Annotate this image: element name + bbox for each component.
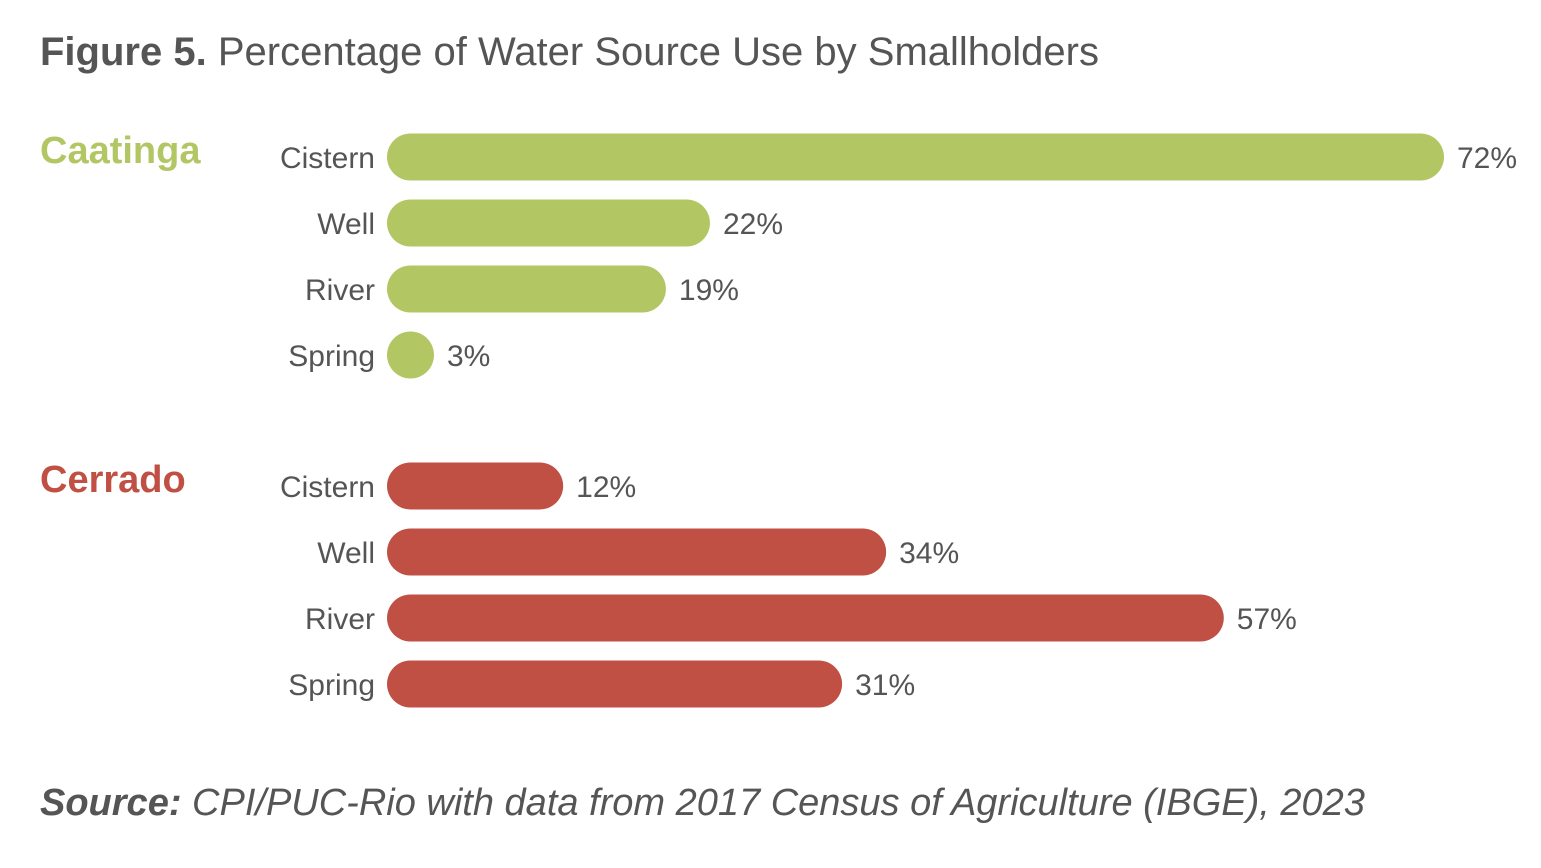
- category-label-cerrado-well: Well: [317, 537, 375, 570]
- category-label-caatinga-spring: Spring: [288, 340, 375, 373]
- bar-caatinga-well: [387, 199, 710, 247]
- source-note: Source: CPI/PUC-Rio with data from 2017 …: [40, 782, 1365, 825]
- source-text: CPI/PUC-Rio with data from 2017 Census o…: [192, 782, 1365, 824]
- group-label-cerrado: Cerrado: [40, 459, 186, 501]
- value-label-caatinga-river: 19%: [679, 274, 739, 307]
- category-label-cerrado-cistern: Cistern: [280, 471, 375, 504]
- bar-cerrado-spring: [387, 660, 843, 708]
- value-label-cerrado-spring: 31%: [855, 669, 915, 702]
- value-label-caatinga-well: 22%: [723, 208, 783, 241]
- category-label-caatinga-cistern: Cistern: [280, 142, 375, 175]
- bar-cerrado-well: [387, 528, 887, 576]
- value-label-cerrado-river: 57%: [1237, 603, 1297, 636]
- bar-caatinga-spring: [387, 331, 434, 379]
- value-label-caatinga-cistern: 72%: [1457, 142, 1517, 175]
- category-label-cerrado-river: River: [305, 603, 375, 636]
- source-label: Source:: [40, 782, 182, 824]
- category-label-caatinga-river: River: [305, 274, 375, 307]
- value-label-cerrado-cistern: 12%: [576, 471, 636, 504]
- value-label-cerrado-well: 34%: [899, 537, 959, 570]
- bar-caatinga-river: [387, 265, 666, 313]
- group-label-caatinga: Caatinga: [40, 130, 201, 172]
- figure-label: Figure 5.: [40, 30, 207, 74]
- category-label-cerrado-spring: Spring: [288, 669, 375, 702]
- bar-cerrado-river: [387, 594, 1224, 642]
- bar-cerrado-cistern: [387, 462, 564, 510]
- value-label-caatinga-spring: 3%: [447, 340, 490, 373]
- bar-caatinga-cistern: [387, 133, 1444, 181]
- title-text: Percentage of Water Source Use by Smallh…: [217, 30, 1099, 74]
- category-label-caatinga-well: Well: [317, 208, 375, 241]
- chart-title: Figure 5. Percentage of Water Source Use…: [40, 30, 1099, 75]
